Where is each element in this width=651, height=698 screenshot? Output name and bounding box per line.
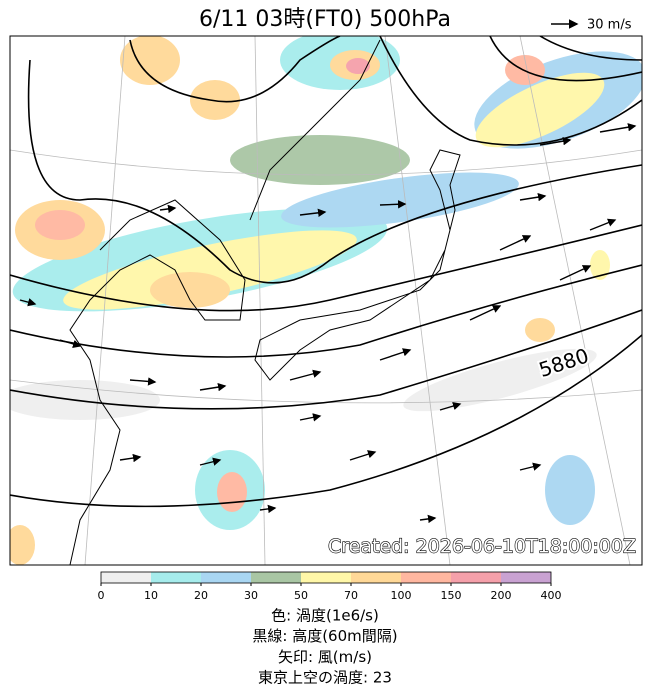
wind-scale-label: 30 m/s bbox=[587, 18, 632, 33]
colorbar-segment bbox=[401, 572, 451, 583]
colorbar-tick-label: 150 bbox=[441, 589, 462, 602]
colorbar-tick-label: 50 bbox=[294, 589, 308, 602]
vorticity-shading bbox=[10, 36, 642, 565]
colorbar-segment bbox=[501, 572, 551, 583]
colorbar-tick-label: 10 bbox=[144, 589, 158, 602]
caption-line: 黒線: 高度(60m間隔) bbox=[252, 627, 397, 645]
colorbar-segment bbox=[301, 572, 351, 583]
map-frame bbox=[9, 35, 643, 566]
colorbar-tick-label: 30 bbox=[244, 589, 258, 602]
colorbar-tick-label: 20 bbox=[194, 589, 208, 602]
height-contours bbox=[10, 36, 642, 508]
colorbar-tick-label: 400 bbox=[541, 589, 562, 602]
map-title: 6/11 03時(FT0) 500hPa bbox=[199, 7, 451, 32]
colorbar-tick-label: 200 bbox=[491, 589, 512, 602]
map-area: 5880 Created: 2026-06-10T18:00:00Z bbox=[10, 36, 642, 565]
colorbar-segment bbox=[251, 572, 301, 583]
colorbar-tick-label: 0 bbox=[98, 589, 105, 602]
colorbar-segment bbox=[201, 572, 251, 583]
colorbar-segment bbox=[351, 572, 401, 583]
coastlines bbox=[69, 39, 461, 565]
colorbar-tick-label: 70 bbox=[344, 589, 358, 602]
colorbar-segment bbox=[151, 572, 201, 583]
colorbar-tick-label: 100 bbox=[391, 589, 412, 602]
colorbar-segment bbox=[101, 572, 151, 583]
caption: 色: 渦度(1e6/s) 黒線: 高度(60m間隔) 矢印: 風(m/s) 東京上空の… bbox=[252, 607, 397, 687]
colorbar-segment bbox=[451, 572, 501, 583]
colorbar-frame bbox=[100, 571, 552, 584]
caption-line: 矢印: 風(m/s) bbox=[278, 648, 372, 666]
created-timestamp: Created: 2026-06-10T18:00:00Z bbox=[328, 536, 636, 558]
colorbar: 0 10 20 30 50 70 100 150 200 400 bbox=[98, 571, 562, 602]
wind-arrows bbox=[19, 123, 637, 524]
caption-line: 東京上空の渦度: 23 bbox=[258, 669, 392, 687]
caption-line: 色: 渦度(1e6/s) bbox=[271, 607, 379, 625]
